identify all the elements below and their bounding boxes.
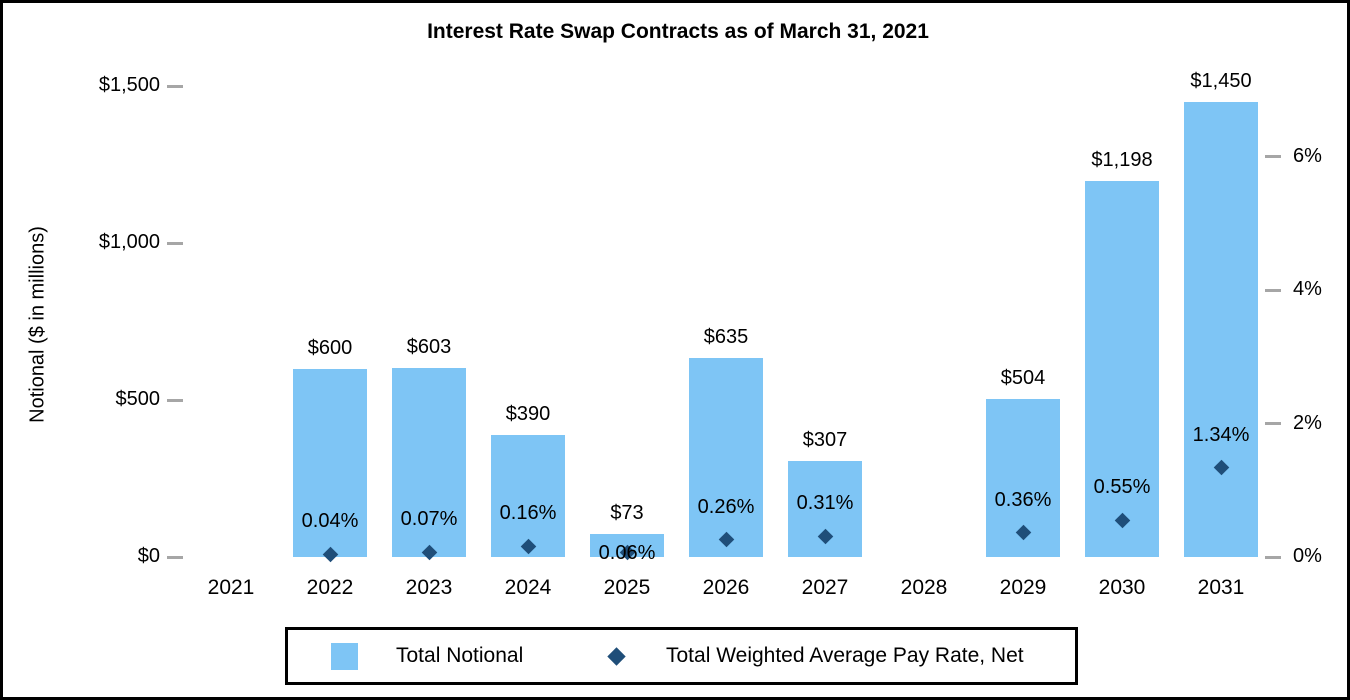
x-axis-category-label: 2022 bbox=[306, 576, 354, 599]
notional-bar bbox=[1184, 101, 1258, 557]
legend-bar-swatch-icon bbox=[331, 643, 358, 670]
x-axis-category-label: 2028 bbox=[900, 576, 948, 599]
notional-value-label: $1,198 bbox=[1091, 148, 1153, 171]
right-axis-tick-label: 2% bbox=[1293, 411, 1322, 434]
x-axis-category-label: 2023 bbox=[405, 576, 453, 599]
x-axis-category-label: 2029 bbox=[999, 576, 1047, 599]
notional-value-label: $73 bbox=[610, 502, 644, 525]
pay-rate-value-label: 1.34% bbox=[1192, 423, 1250, 446]
right-axis-tick-mark bbox=[1265, 155, 1281, 158]
x-axis-category-label: 2025 bbox=[603, 576, 651, 599]
legend-rate-series-label: Total Weighted Average Pay Rate, Net bbox=[666, 644, 1024, 667]
legend-diamond-icon bbox=[607, 647, 626, 666]
x-axis-category-label: 2021 bbox=[207, 576, 255, 599]
notional-value-label: $307 bbox=[802, 428, 848, 451]
notional-value-label: $635 bbox=[703, 325, 749, 348]
chart-title: Interest Rate Swap Contracts as of March… bbox=[427, 20, 929, 43]
left-axis-tick-label: $0 bbox=[137, 545, 160, 567]
notional-bar bbox=[293, 368, 367, 557]
pay-rate-value-label: 0.04% bbox=[301, 510, 359, 533]
x-axis-category-label: 2031 bbox=[1197, 576, 1245, 599]
notional-value-label: $504 bbox=[1000, 366, 1046, 389]
notional-bar bbox=[689, 357, 763, 557]
right-axis-tick-mark bbox=[1265, 288, 1281, 292]
notional-bar bbox=[392, 367, 466, 557]
notional-bar bbox=[491, 434, 565, 557]
left-axis-tick-label: $1,000 bbox=[98, 231, 160, 253]
left-axis-tick-mark bbox=[167, 555, 183, 559]
right-axis-tick-label: 0% bbox=[1293, 545, 1322, 567]
x-axis-category-label: 2026 bbox=[702, 576, 750, 599]
left-axis-tick-mark bbox=[167, 84, 183, 88]
left-axis-tick-mark bbox=[167, 241, 183, 245]
pay-rate-value-label: 0.26% bbox=[697, 495, 755, 518]
pay-rate-value-label: 0.55% bbox=[1093, 476, 1151, 499]
left-axis-tick-label: $500 bbox=[115, 388, 161, 410]
pay-rate-value-label: 0.06% bbox=[598, 541, 656, 564]
pay-rate-value-label: 0.36% bbox=[994, 488, 1052, 511]
x-axis-category-label: 2027 bbox=[801, 576, 849, 599]
right-axis-tick-label: 4% bbox=[1293, 278, 1322, 300]
legend: Total Notional Total Weighted Average Pa… bbox=[285, 627, 1078, 685]
right-axis-tick-mark bbox=[1265, 555, 1281, 559]
pay-rate-value-label: 0.31% bbox=[796, 492, 854, 515]
notional-value-label: $390 bbox=[505, 402, 551, 425]
x-axis-category-label: 2024 bbox=[504, 576, 552, 599]
notional-value-label: $600 bbox=[307, 336, 353, 359]
x-axis-category-label: 2030 bbox=[1098, 576, 1146, 599]
left-axis-tick-label: $1,500 bbox=[98, 74, 160, 96]
left-axis-tick-mark bbox=[167, 398, 183, 402]
right-axis-tick-mark bbox=[1265, 422, 1281, 425]
right-axis-tick-label: 6% bbox=[1293, 144, 1322, 167]
notional-value-label: $603 bbox=[406, 335, 452, 358]
notional-bar bbox=[1085, 180, 1159, 557]
legend-bar-series-label: Total Notional bbox=[396, 644, 524, 667]
notional-value-label: $1,450 bbox=[1190, 69, 1252, 92]
pay-rate-value-label: 0.07% bbox=[400, 508, 458, 531]
pay-rate-value-label: 0.16% bbox=[499, 502, 557, 525]
